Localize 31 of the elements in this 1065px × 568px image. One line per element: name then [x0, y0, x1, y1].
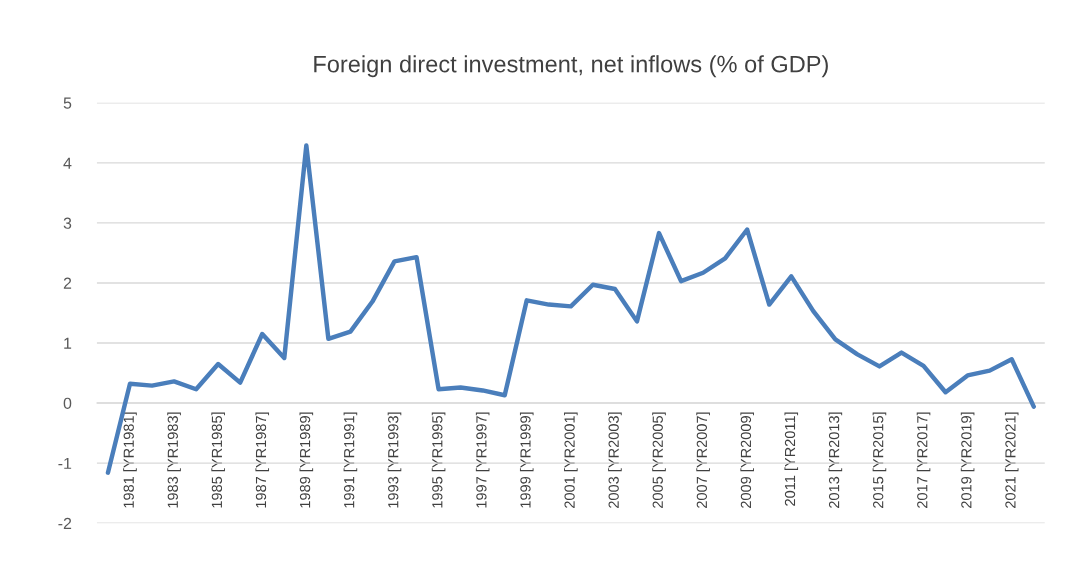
- y-tick-label: 0: [63, 397, 72, 409]
- x-tick-label: 1987 [YR1987]: [255, 412, 270, 508]
- x-tick-label: 1981 [YR1981]: [123, 412, 137, 508]
- chart-title: Foreign direct investment, net inflows (% of GDP): [314, 55, 828, 78]
- y-tick-label: -1: [58, 457, 72, 469]
- x-tick-label: 1989 [YR1989]: [299, 412, 314, 508]
- x-tick-label: 2011 [YR2011]: [784, 412, 799, 506]
- x-tick-label: 2005 [YR2005]: [652, 412, 666, 508]
- x-tick-label: 1995 [YR1995]: [431, 412, 446, 508]
- y-tick-label: -2: [58, 517, 72, 529]
- y-tick-label: 5: [63, 97, 72, 109]
- x-tick-label: 2021 [YR2021]: [1004, 412, 1019, 508]
- y-tick-label: 3: [63, 217, 72, 229]
- x-tick-label: 2013 [YR2013]: [828, 412, 843, 508]
- x-tick-label: 2015 [YR2015]: [872, 412, 887, 508]
- y-tick-label: 1: [64, 337, 72, 349]
- x-tick-label: 2003 [YR2003]: [608, 412, 622, 508]
- x-tick-label: 1999 [YR1999]: [519, 412, 534, 508]
- x-tick-label: 2007 [YR2007]: [696, 412, 710, 508]
- line-series: [105, 143, 1036, 475]
- y-tick-label: 4: [63, 157, 72, 169]
- y-tick-label: 2: [63, 277, 72, 289]
- x-tick-label: 2019 [YR2019]: [960, 412, 975, 508]
- x-tick-label: 1985 [YR1985]: [211, 412, 225, 508]
- x-tick-label: 2017 [YR2017]: [916, 412, 931, 508]
- x-tick-label: 1997 [YR1997]: [475, 412, 490, 508]
- x-tick-label: 2009 [YR2009]: [740, 412, 754, 508]
- x-tick-label: 1983 [YR1983]: [167, 412, 181, 508]
- x-tick-label: 2001 [YR2001]: [564, 412, 578, 508]
- x-tick-label: 1993 [YR1993]: [387, 412, 402, 508]
- x-tick-label: 1991 [YR1991]: [343, 412, 358, 508]
